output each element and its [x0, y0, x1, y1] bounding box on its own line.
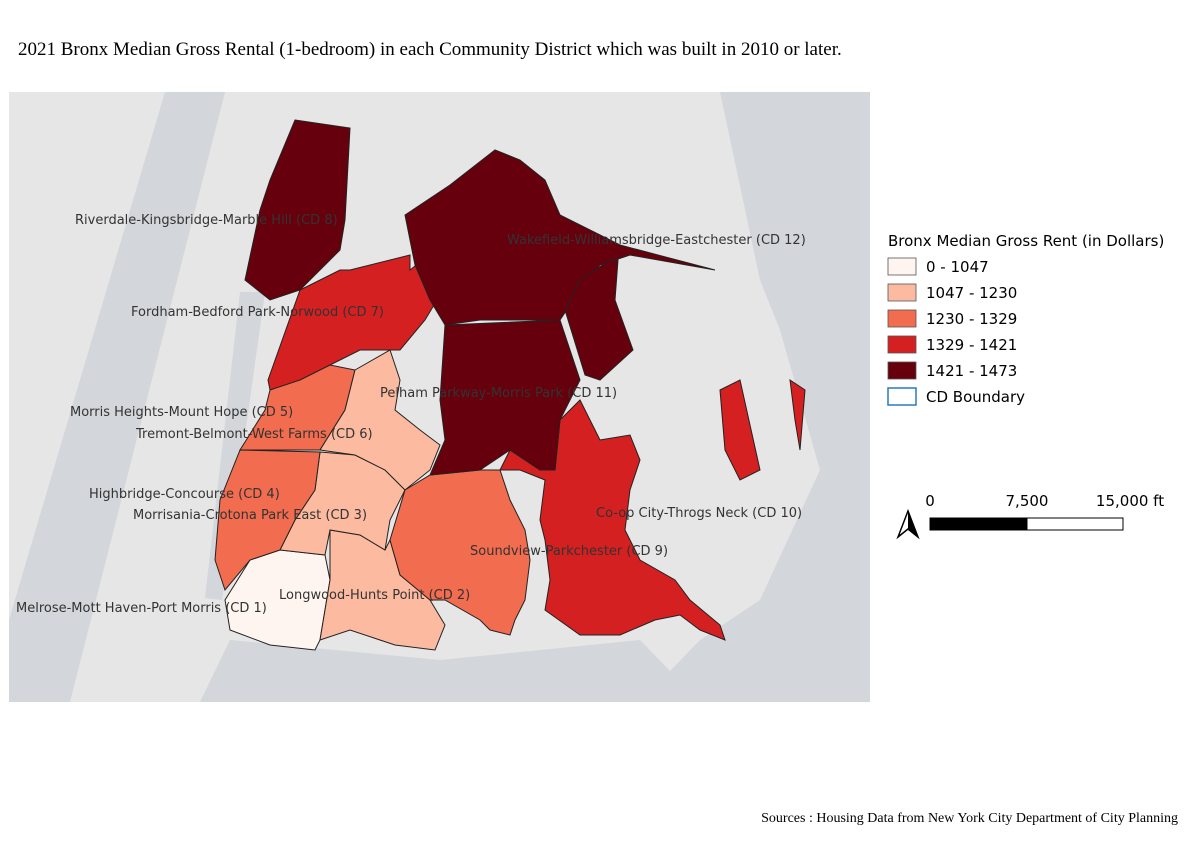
district-label: Morrisania-Crotona Park East (CD 3)	[133, 508, 367, 523]
district-label: Soundview-Parkchester (CD 9)	[470, 544, 668, 559]
water	[640, 92, 870, 702]
scale-bar: 0 7,500 15,000 ft	[925, 492, 1164, 531]
district-label: Longwood-Hunts Point (CD 2)	[279, 588, 470, 603]
source: Sources : Housing Data from New York Cit…	[761, 811, 1178, 826]
district-label: Pelham Parkway-Morris Park (CD 11)	[380, 386, 617, 401]
district-label: Fordham-Bedford Park-Norwood (CD 7)	[131, 305, 384, 320]
legend-swatch	[887, 335, 917, 354]
legend-swatch	[887, 387, 917, 406]
district	[719, 379, 761, 481]
legend-swatch	[887, 361, 917, 380]
scale-label: 15,000 ft	[1096, 492, 1164, 510]
scale-label: 0	[925, 492, 935, 510]
district	[429, 319, 581, 476]
legend-label: 1329 - 1421	[926, 336, 1017, 354]
legend-label: CD Boundary	[926, 388, 1025, 406]
district	[389, 469, 531, 636]
district	[214, 449, 321, 592]
scale-label: 7,500	[1006, 492, 1049, 510]
legend: 0 - 1047 1047 - 1230 1230 - 1329 1329 - 142…	[887, 257, 1025, 406]
district	[789, 378, 806, 451]
legend-label: 1230 - 1329	[926, 310, 1017, 328]
district-label: Riverdale-Kingsbridge-Marble Hill (CD 8)	[75, 213, 338, 228]
water	[9, 92, 225, 702]
legend-title: Bronx Median Gross Rent (in Dollars)	[888, 232, 1164, 250]
legend-label: 0 - 1047	[926, 258, 989, 276]
title: 2021 Bronx Median Gross Rental (1-bedroo…	[18, 39, 842, 60]
district-label: Melrose-Mott Haven-Port Morris (CD 1)	[16, 601, 267, 616]
district-label: Highbridge-Concourse (CD 4)	[89, 487, 280, 502]
legend-swatch	[887, 257, 917, 276]
legend-label: 1047 - 1230	[926, 284, 1017, 302]
legend-label: 1421 - 1473	[926, 362, 1017, 380]
scale-segment	[929, 517, 1028, 531]
districts	[214, 119, 806, 651]
legend-swatch	[887, 309, 917, 328]
north-arrow-fill	[908, 511, 918, 537]
legend-swatch	[887, 283, 917, 302]
district	[224, 549, 331, 651]
district	[319, 349, 441, 491]
north-arrow	[896, 508, 920, 540]
district	[244, 119, 351, 301]
district-label: Co-op City-Throgs Neck (CD 10)	[596, 506, 802, 521]
district-label: Wakefield-Williamsbridge-Eastchester (CD…	[507, 233, 806, 248]
scale-segment	[1026, 517, 1124, 531]
district-labels: Melrose-Mott Haven-Port Morris (CD 1) Lon…	[16, 213, 806, 616]
district	[564, 259, 634, 381]
district-label: Morris Heights-Mount Hope (CD 5)	[70, 405, 293, 420]
water	[200, 640, 700, 702]
district-label: Tremont-Belmont-West Farms (CD 6)	[135, 427, 373, 442]
